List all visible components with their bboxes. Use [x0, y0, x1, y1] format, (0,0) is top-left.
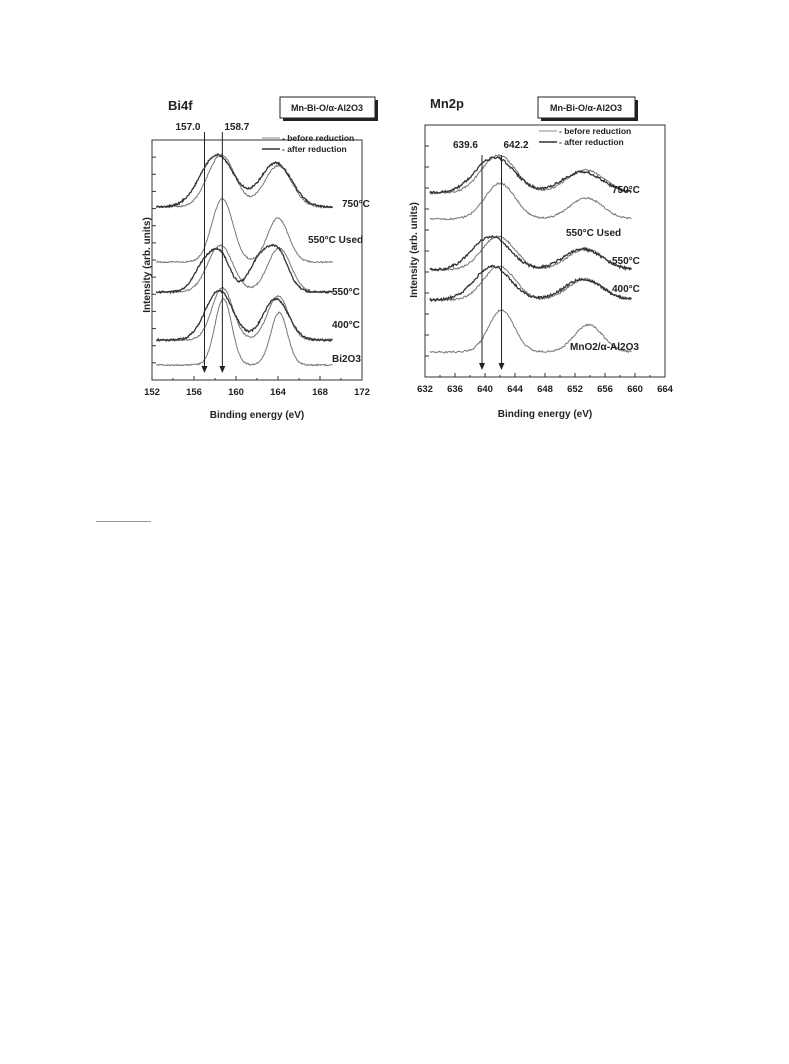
bi4f-trace-after — [155, 243, 333, 295]
bi4f-series-label: 750°C — [342, 199, 370, 210]
bi4f-legend-before: - before reduction — [282, 133, 354, 143]
mn2p-x-tick-label: 644 — [507, 384, 524, 395]
bi4f-plot-frame — [151, 139, 363, 381]
bi4f-trace-before — [155, 297, 333, 367]
mn2p-trace-before — [429, 309, 632, 354]
mn2p-trace-before — [429, 153, 632, 195]
mn2p-series-labels: 750°C 550°C Used 550°C 400°C MnO2/α-Al2O3 — [566, 185, 640, 353]
bi4f-trace-before — [156, 244, 333, 294]
mn2p-trace-before — [429, 265, 632, 302]
mn2p-series-label: 400°C — [612, 284, 640, 295]
bi4f-trace-after — [156, 153, 333, 209]
mn2p-x-tick-label: 640 — [477, 384, 493, 395]
bi4f-trace-before — [156, 153, 333, 209]
mn2p-x-ticks: 632 636 640 644 648 652 656 660 664 — [417, 373, 674, 395]
mn2p-series-label: MnO2/α-Al2O3 — [570, 342, 639, 353]
bi4f-legend: - before reduction - after reduction — [262, 133, 354, 154]
mn2p-reference-arrow — [498, 363, 505, 370]
bi4f-x-tick-label: 164 — [270, 387, 287, 398]
bi4f-reference-lines: 157.0 158.7 — [175, 122, 250, 373]
bi4f-reference-label: 158.7 — [224, 122, 249, 133]
mn2p-xlabel: Binding energy (eV) — [498, 409, 592, 420]
mn2p-trace-before — [429, 182, 632, 221]
mn2p-x-tick-label: 632 — [417, 384, 433, 395]
mn2p-trace-after — [429, 264, 632, 303]
mn2p-legend: - before reduction - after reduction — [539, 126, 631, 147]
mn2p-ylabel: Intensity (arb. units) — [409, 202, 420, 298]
mn2p-x-tick-label: 648 — [537, 384, 553, 395]
bi4f-reference-arrow — [201, 366, 208, 373]
bi4f-x-tick-label: 168 — [312, 387, 328, 398]
mn2p-trace-after — [429, 156, 632, 196]
bi4f-reference-label: 157.0 — [175, 122, 200, 133]
bi4f-xlabel: Binding energy (eV) — [210, 410, 304, 421]
bi4f-title: Bi4f — [168, 98, 193, 113]
mn2p-badge: Mn-Bi-O/α-Al2O3 — [537, 96, 638, 121]
bi4f-reference-arrow — [219, 366, 226, 373]
bi4f-series-label: 550°C Used — [308, 235, 363, 246]
bi4f-y-ticks — [152, 156, 156, 364]
mn2p-y-ticks — [425, 145, 429, 357]
mn2p-reference-label: 642.2 — [504, 140, 529, 151]
bi4f-x-tick-label: 152 — [144, 387, 160, 398]
mn2p-reference-lines: 639.6 642.2 — [453, 140, 529, 370]
mn2p-legend-before: - before reduction — [559, 126, 631, 136]
mn2p-legend-after: - after reduction — [559, 137, 624, 147]
bi4f-trace-after — [156, 289, 333, 343]
mn2p-plot-frame — [424, 124, 666, 378]
mn2p-x-tick-label: 656 — [597, 384, 613, 395]
footnote-separator — [96, 521, 151, 522]
bi4f-legend-after: - after reduction — [282, 144, 347, 154]
bi4f-ylabel: Intensity (arb. units) — [142, 217, 153, 313]
mn2p-trace-after — [429, 234, 632, 272]
mn2p-x-tick-label: 660 — [627, 384, 643, 395]
mn2p-x-tick-label: 636 — [447, 384, 463, 395]
mn2p-series-label: 550°C — [612, 256, 640, 267]
mn2p-reference-arrow — [479, 363, 485, 370]
mn2p-x-tick-label: 652 — [567, 384, 583, 395]
bi4f-series-label: 550°C — [332, 287, 360, 298]
mn2p-x-tick-label: 664 — [657, 384, 674, 395]
mn2p-badge-text: Mn-Bi-O/α-Al2O3 — [550, 103, 622, 113]
mn2p-title: Mn2p — [430, 96, 464, 111]
bi4f-x-tick-label: 156 — [186, 387, 202, 398]
bi4f-panel: Bi4f Mn-Bi-O/α-Al2O3 152 156 160 164 168 172 … — [142, 96, 378, 421]
bi4f-x-tick-label: 160 — [228, 387, 244, 398]
bi4f-series-label: 400°C — [332, 320, 360, 331]
mn2p-reference-label: 639.6 — [453, 140, 478, 151]
bi4f-badge-text: Mn-Bi-O/α-Al2O3 — [291, 103, 363, 113]
bi4f-badge: Mn-Bi-O/α-Al2O3 — [279, 96, 378, 121]
bi4f-x-tick-label: 172 — [354, 387, 370, 398]
bi4f-trace-before — [155, 197, 333, 264]
bi4f-series-label: Bi2O3 — [332, 354, 361, 365]
mn2p-series-label: 750°C — [612, 185, 640, 196]
bi4f-x-ticks: 152 156 160 164 168 172 — [144, 376, 370, 398]
bi4f-traces — [155, 153, 333, 367]
mn2p-panel: Mn2p Mn-Bi-O/α-Al2O3 632 636 640 644 648 652 6… — [409, 96, 674, 420]
mn2p-traces — [429, 153, 632, 354]
bi4f-series-labels: 750°C 550°C Used 550°C 400°C Bi2O3 — [308, 199, 370, 365]
bi4f-trace-before — [155, 287, 333, 342]
mn2p-series-label: 550°C Used — [566, 228, 621, 239]
